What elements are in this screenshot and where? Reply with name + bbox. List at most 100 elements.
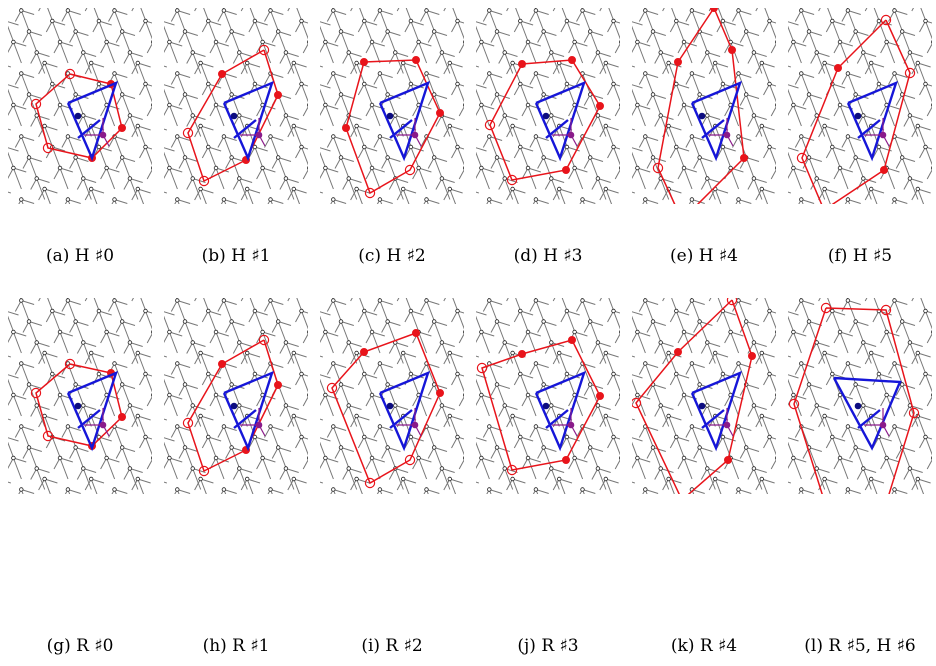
lattice-node [487, 197, 492, 202]
lattice-edge [164, 191, 167, 194]
lattice-node [377, 8, 383, 13]
lattice-node [65, 197, 71, 202]
lattice-node [229, 155, 234, 160]
lattice-edge [379, 199, 393, 204]
lattice-edge [599, 8, 603, 12]
lattice-edge [21, 73, 35, 78]
lattice-edge [824, 188, 831, 204]
lattice-edge [145, 83, 152, 87]
lattice-edge [847, 10, 857, 32]
lattice-node [799, 134, 804, 139]
lattice-edge [59, 457, 69, 480]
lattice-edge [38, 298, 41, 302]
lattice-edge [20, 300, 30, 322]
lattice-node [385, 29, 390, 34]
lattice-edge [363, 20, 373, 43]
lattice-edge [184, 447, 198, 452]
lattice-edge [800, 10, 810, 32]
lattice-edge [8, 441, 15, 459]
lattice-edge [433, 157, 443, 179]
lattice-node [923, 18, 928, 24]
lattice-edge [504, 178, 518, 183]
lattice-edge [168, 167, 178, 190]
lattice-edge [51, 20, 61, 43]
lattice-edge [176, 136, 186, 158]
lattice-node [252, 18, 258, 24]
lattice-node [167, 392, 172, 398]
lattice-edge [839, 167, 853, 173]
lattice-node [681, 39, 687, 45]
panel-a [8, 8, 152, 204]
lattice-edge [527, 41, 537, 64]
lattice-edge [223, 199, 237, 204]
center-point [74, 402, 82, 410]
lattice-edge [847, 199, 851, 204]
lattice-edge [449, 188, 463, 194]
lattice-edge [481, 167, 495, 173]
blue-triangle [66, 370, 118, 452]
lattice-edge [231, 31, 241, 53]
lattice-edge [240, 8, 244, 12]
lattice-node [595, 113, 601, 118]
lattice-edge [691, 10, 705, 15]
lattice-edge [8, 418, 11, 421]
lattice-node [299, 18, 304, 24]
lattice-edge [13, 331, 27, 337]
lattice-edge [21, 489, 35, 494]
lattice-edge [192, 115, 202, 137]
lattice-edge [519, 83, 529, 106]
lattice-node [307, 456, 308, 460]
lattice-edge [597, 115, 611, 120]
lattice-node [463, 103, 464, 107]
lattice-edge [262, 457, 272, 480]
lattice-edge [164, 378, 171, 396]
lattice-node [751, 50, 757, 55]
lattice-edge [496, 31, 506, 53]
lattice-edge [441, 52, 455, 57]
lattice-edge [285, 405, 299, 410]
lattice-node [369, 102, 375, 108]
lattice-edge [98, 20, 108, 43]
lattice-node [705, 113, 710, 118]
lattice-node [533, 134, 539, 139]
lattice-node [26, 155, 32, 160]
lattice-edge [192, 405, 202, 427]
lattice-edge [169, 457, 183, 463]
lattice-edge [75, 321, 89, 326]
lattice-edge [441, 178, 455, 183]
lattice-edge [176, 10, 186, 32]
lattice-edge [753, 178, 767, 183]
lattice-node [175, 71, 180, 76]
lattice-edge [192, 52, 202, 74]
lattice-node [221, 298, 227, 303]
lattice-node [151, 103, 152, 107]
lattice-edge [270, 489, 284, 494]
lattice-edge [515, 8, 522, 22]
lattice-node [502, 113, 507, 118]
lattice-edge [348, 52, 358, 74]
lattice-edge [614, 43, 620, 54]
lattice-edge [164, 418, 167, 421]
lattice-node [237, 113, 242, 118]
lattice-node [822, 123, 827, 129]
lattice-edge [36, 52, 50, 57]
lattice-node [424, 197, 429, 202]
lattice-edge [574, 167, 584, 190]
center-point [854, 112, 862, 120]
lattice-edge [137, 188, 151, 194]
lattice-node [487, 134, 492, 139]
lattice-edge [91, 62, 105, 68]
lattice-node [57, 39, 63, 45]
lattice-node [556, 186, 562, 192]
lattice-edge [36, 52, 46, 74]
lattice-edge [176, 426, 186, 448]
lattice-edge [277, 447, 287, 469]
lattice-edge [582, 10, 591, 32]
lattice-edge [395, 178, 409, 183]
lattice-edge [270, 73, 284, 78]
lattice-edge [753, 178, 763, 200]
lattice-edge [302, 396, 308, 407]
lattice-edge [137, 415, 147, 438]
red-vertex [727, 45, 736, 54]
lattice-node [268, 298, 273, 303]
